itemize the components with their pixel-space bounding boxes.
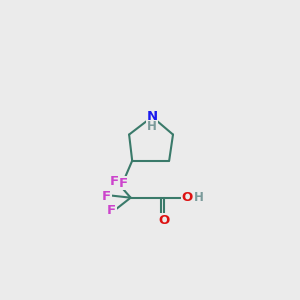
Text: O: O bbox=[181, 191, 193, 204]
Text: H: H bbox=[147, 120, 157, 134]
Text: F: F bbox=[107, 204, 116, 217]
Text: H: H bbox=[194, 191, 204, 204]
Text: F: F bbox=[118, 177, 127, 190]
Text: F: F bbox=[110, 175, 119, 188]
Text: N: N bbox=[147, 110, 158, 123]
Text: O: O bbox=[158, 214, 169, 226]
Text: F: F bbox=[102, 190, 111, 203]
